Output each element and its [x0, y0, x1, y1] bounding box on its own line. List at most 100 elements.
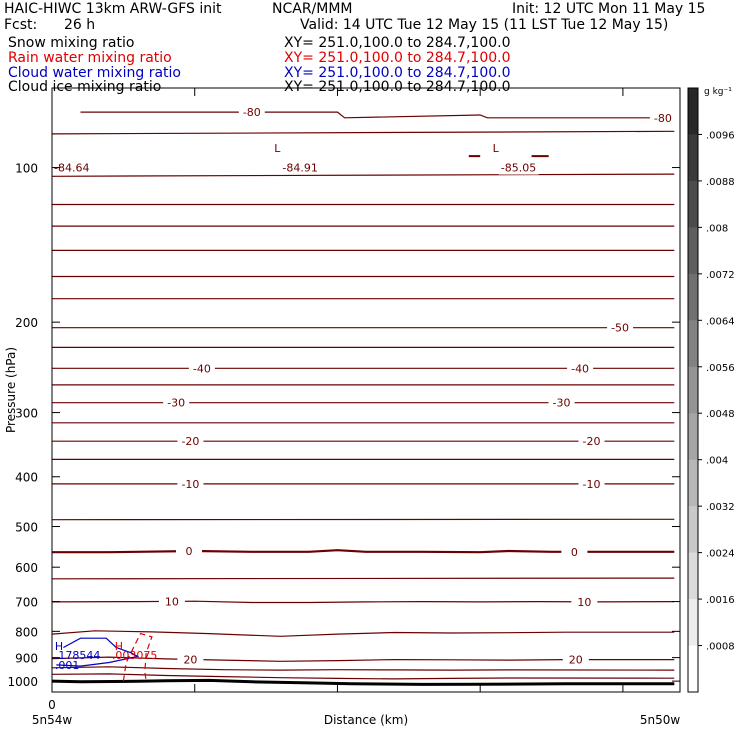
colorbar-frame — [687, 87, 699, 693]
extrema-label-bg — [52, 161, 92, 175]
colorbar-bin — [688, 134, 698, 182]
colorbar-bin — [688, 459, 698, 507]
contour-label-bg — [177, 434, 204, 448]
rain-max-marker: H — [115, 640, 123, 653]
contour-label-bg — [548, 395, 575, 409]
contour-label-bg — [578, 476, 605, 490]
colorbar-bin — [688, 552, 698, 600]
colorbar-tick-label: .0072 — [706, 270, 735, 281]
contour-group: -80 -80 -50 -40 -40 -30 -30 -20 -20 -10 -10 0 0 10 10 2… — [52, 105, 676, 686]
temperature-contour-m85 — [52, 130, 675, 135]
temperature-contour-m80 — [80, 111, 675, 119]
field-cloudice-xy: XY= 251.0,100.0 to 284.7,100.0 — [284, 79, 511, 95]
field-cloudwater-xy: XY= 251.0,100.0 to 284.7,100.0 — [284, 65, 511, 81]
colorbar-bin — [688, 413, 698, 461]
x-endpoint-label-left: 5n54w — [32, 713, 73, 727]
contour-label-bg — [177, 652, 204, 666]
colorbar-tick-label: .008 — [706, 223, 728, 234]
temperature-contour-label: 10 — [165, 595, 179, 608]
colorbar-tick-label: .004 — [706, 456, 728, 467]
colorbar-bin — [688, 273, 698, 321]
field-cloudwater-name: Cloud water mixing ratio — [8, 65, 181, 81]
y-tick-label: 200 — [15, 316, 38, 330]
colorbar-bin — [688, 180, 698, 228]
temperature-contour-label: -80 — [654, 112, 672, 125]
contour-label-bg — [177, 476, 204, 490]
temperature-contour-30 — [52, 673, 675, 680]
rain-water-contour — [122, 632, 153, 682]
rain-max-value: .003075 — [112, 649, 158, 662]
cloud-water-max-value: .178544 — [55, 649, 101, 662]
temperature-contour-label: -50 — [611, 322, 629, 335]
colorbar-tick-label: .0032 — [706, 502, 735, 513]
temperature-contour-label: -10 — [583, 478, 601, 491]
colorbar-bin — [688, 88, 698, 135]
temperature-contour-label: -40 — [571, 362, 589, 375]
plot-area: -80 -80 -50 -40 -40 -30 -30 -20 -20 -10 -10 0 0 10 10 2… — [52, 105, 676, 686]
extrema-label-bg — [280, 161, 321, 175]
y-tick-label: 500 — [15, 521, 38, 535]
temperature-contour-label: -10 — [181, 478, 199, 491]
colorbar-bin — [688, 645, 698, 693]
y-tick-label: 700 — [15, 596, 38, 610]
colorbar-bin — [688, 366, 698, 414]
temperature-contour-label: -20 — [181, 435, 199, 448]
contour-label-bg — [163, 395, 190, 409]
fcst-label: Fcst: — [4, 17, 38, 33]
contour-label-bg — [567, 361, 594, 375]
cloud-water-max-marker: H — [55, 640, 63, 653]
field-rain-name: Rain water mixing ratio — [8, 50, 172, 66]
y-tick-label: 1000 — [7, 675, 38, 689]
colorbar-tick-label: .0048 — [706, 409, 735, 420]
temperature-contour-label: 0 — [571, 546, 578, 559]
temperature-contour-15 — [52, 630, 675, 637]
temp-min-marker: L — [274, 142, 281, 155]
colorbar-tick-label: .0024 — [706, 549, 735, 560]
colorbar-tick-label: .0008 — [706, 642, 735, 653]
y-axis-label: Pressure (hPa) — [4, 347, 18, 433]
temp-min-value: -85.05 — [501, 162, 536, 175]
colorbar-bin — [688, 320, 698, 368]
colorbar-bin — [688, 227, 698, 275]
colorbar-tick-label: .0056 — [706, 363, 735, 374]
temperature-contour-5 — [52, 577, 675, 580]
contour-label-bg — [562, 652, 589, 666]
x-tick-label: 0 — [48, 698, 56, 712]
temperature-contour-m85 — [52, 173, 675, 177]
contour-label-bg — [238, 105, 265, 119]
temperature-contour-20 — [52, 656, 675, 662]
temperature-contour-label: 0 — [186, 545, 193, 558]
colorbar-bin — [688, 599, 698, 647]
colorbar-bin — [688, 506, 698, 554]
temperature-contour-label: 20 — [183, 653, 197, 666]
temp-min-marker: L — [493, 142, 500, 155]
temperature-contour-0 — [52, 549, 675, 554]
temperature-contour-label: -30 — [167, 397, 185, 410]
field-cloudice-name: Cloud ice mixing ratio — [8, 79, 162, 95]
contour-label-bg — [607, 320, 634, 334]
temperature-contour-label: -20 — [583, 435, 601, 448]
colorbar-tick-label: .0016 — [706, 595, 735, 606]
contour-label-bg — [158, 594, 185, 608]
y-tick-label: 900 — [15, 652, 38, 666]
temperature-contour-label: 10 — [577, 596, 591, 609]
y-tick-label: 100 — [15, 162, 38, 176]
colorbar-unit: g kg⁻¹ — [704, 87, 732, 97]
contour-label-bg — [571, 594, 598, 608]
contour-label-bg — [561, 544, 588, 558]
y-tick-label: 400 — [15, 471, 38, 485]
valid-time: Valid: 14 UTC Tue 12 May 15 (11 LST Tue … — [300, 17, 669, 33]
temperature-contour-label: -40 — [193, 362, 211, 375]
field-rain-xy: XY= 251.0,100.0 to 284.7,100.0 — [284, 50, 511, 66]
init-time: Init: 12 UTC Mon 11 May 15 — [512, 1, 706, 17]
colorbar-tick-label: .0096 — [706, 130, 735, 141]
fcst-value: 26 h — [64, 17, 96, 33]
contour-label-bg — [188, 361, 215, 375]
y-tick-label: 800 — [15, 625, 38, 639]
field-snow-xy: XY= 251.0,100.0 to 284.7,100.0 — [284, 35, 511, 51]
y-tick-label: 600 — [15, 561, 38, 575]
temperature-contour-25 — [52, 666, 675, 671]
contour-label-bg — [649, 110, 676, 124]
